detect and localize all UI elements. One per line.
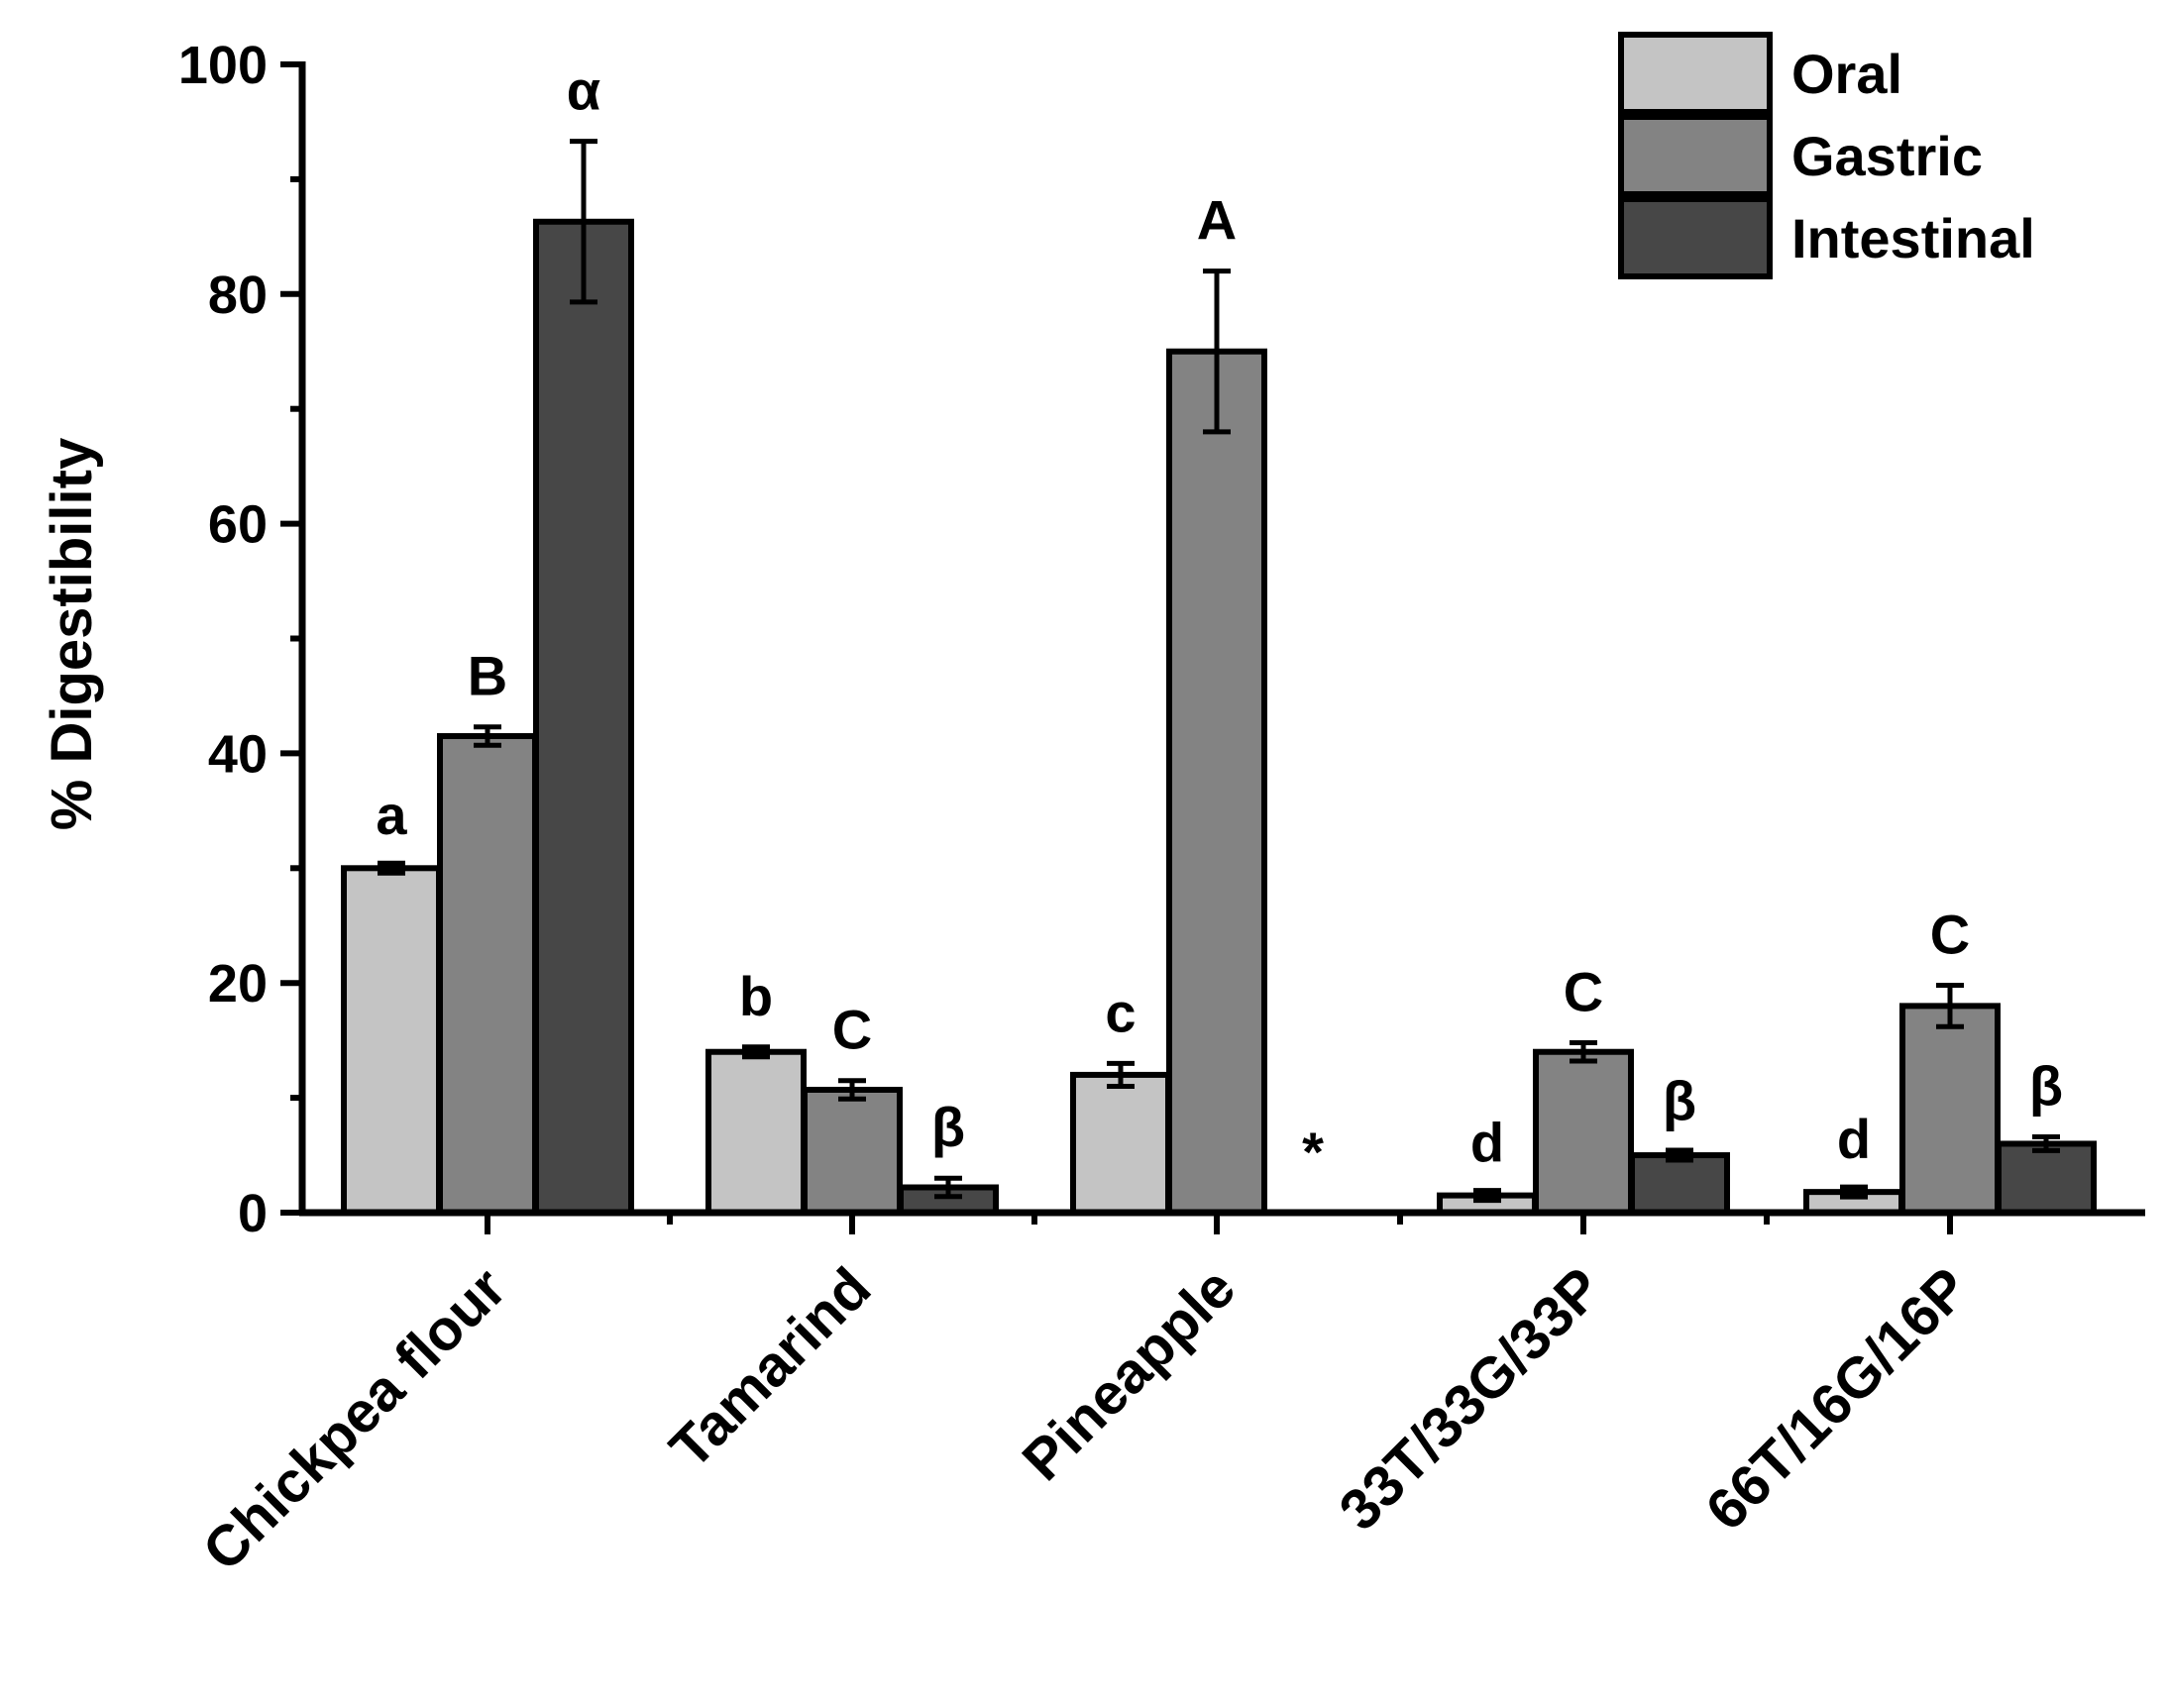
x-category-label: 66T/16G/16P — [1693, 1255, 1981, 1543]
y-tick-label: 100 — [178, 36, 268, 95]
significance-letter: C — [832, 999, 872, 1061]
significance-letter: d — [1470, 1111, 1504, 1173]
error-bar — [1570, 1039, 1597, 1064]
error-bars — [378, 139, 2060, 1204]
error-bar — [1840, 1184, 1868, 1200]
bar-gastric — [1899, 1003, 2001, 1216]
bar-intestinal — [1996, 1140, 2097, 1216]
significance-letter: α — [567, 59, 600, 122]
bar-intestinal — [1629, 1152, 1730, 1217]
bar-intestinal — [533, 218, 634, 1216]
bar-oral — [705, 1048, 807, 1216]
significance-letter: a — [376, 784, 407, 846]
error-bar — [1473, 1188, 1501, 1204]
y-axis-ticks: 0 20 40 60 80 100 — [178, 36, 302, 1243]
x-axis-category-labels: Chickpea flour Tamarind Pineapple 33T/33G/3… — [190, 1255, 1981, 1583]
legend-label: Intestinal — [1791, 207, 2035, 269]
y-tick-label: 40 — [208, 724, 268, 784]
error-bar — [1936, 983, 1964, 1029]
y-tick-label: 80 — [208, 266, 268, 325]
error-bar — [378, 860, 405, 876]
error-bar — [474, 724, 501, 748]
error-bar — [742, 1044, 770, 1060]
legend-label: Gastric — [1791, 125, 1983, 187]
significance-letter: c — [1105, 981, 1136, 1043]
legend-swatch-intestinal — [1618, 196, 1773, 279]
significance-letter: C — [1564, 960, 1603, 1022]
x-category-label: Tamarind — [658, 1255, 884, 1481]
x-category-label: 33T/33G/33P — [1327, 1255, 1614, 1543]
error-bar — [1107, 1060, 1135, 1090]
significance-letter: d — [1837, 1108, 1871, 1170]
legend: Oral Gastric Intestinal — [1618, 32, 2035, 279]
significance-letter: b — [739, 965, 773, 1027]
bar-groups — [341, 218, 2097, 1217]
significance-letter: A — [1197, 189, 1237, 252]
bar-gastric — [802, 1086, 903, 1217]
error-bar — [1203, 268, 1231, 435]
significance-letter: β — [931, 1096, 965, 1158]
error-bar — [838, 1078, 866, 1102]
y-tick-label: 0 — [238, 1184, 268, 1243]
legend-swatch-oral — [1618, 32, 1773, 115]
error-bar — [934, 1175, 962, 1200]
bar-gastric — [437, 733, 538, 1216]
bar-gastric — [1533, 1048, 1634, 1216]
x-category-label: Pineapple — [1010, 1255, 1247, 1493]
y-tick-label: 20 — [208, 954, 268, 1014]
legend-label: Oral — [1791, 43, 1902, 105]
legend-swatch-gastric — [1618, 114, 1773, 197]
bar-oral — [341, 865, 442, 1216]
error-bar — [1666, 1147, 1693, 1163]
y-axis-label: % Digestibility — [40, 438, 104, 830]
significance-letter: B — [468, 645, 507, 707]
error-bar — [570, 139, 597, 305]
significance-letter: β — [1663, 1070, 1696, 1132]
x-category-label: Chickpea flour — [190, 1255, 518, 1583]
significance-letter: β — [2029, 1055, 2063, 1118]
significance-letter: * — [1302, 1121, 1324, 1183]
bar-oral — [1070, 1071, 1171, 1217]
significance-letter: C — [1930, 904, 1970, 966]
bar-gastric — [1166, 348, 1267, 1216]
error-bar — [2032, 1134, 2060, 1153]
y-tick-label: 60 — [208, 495, 268, 555]
